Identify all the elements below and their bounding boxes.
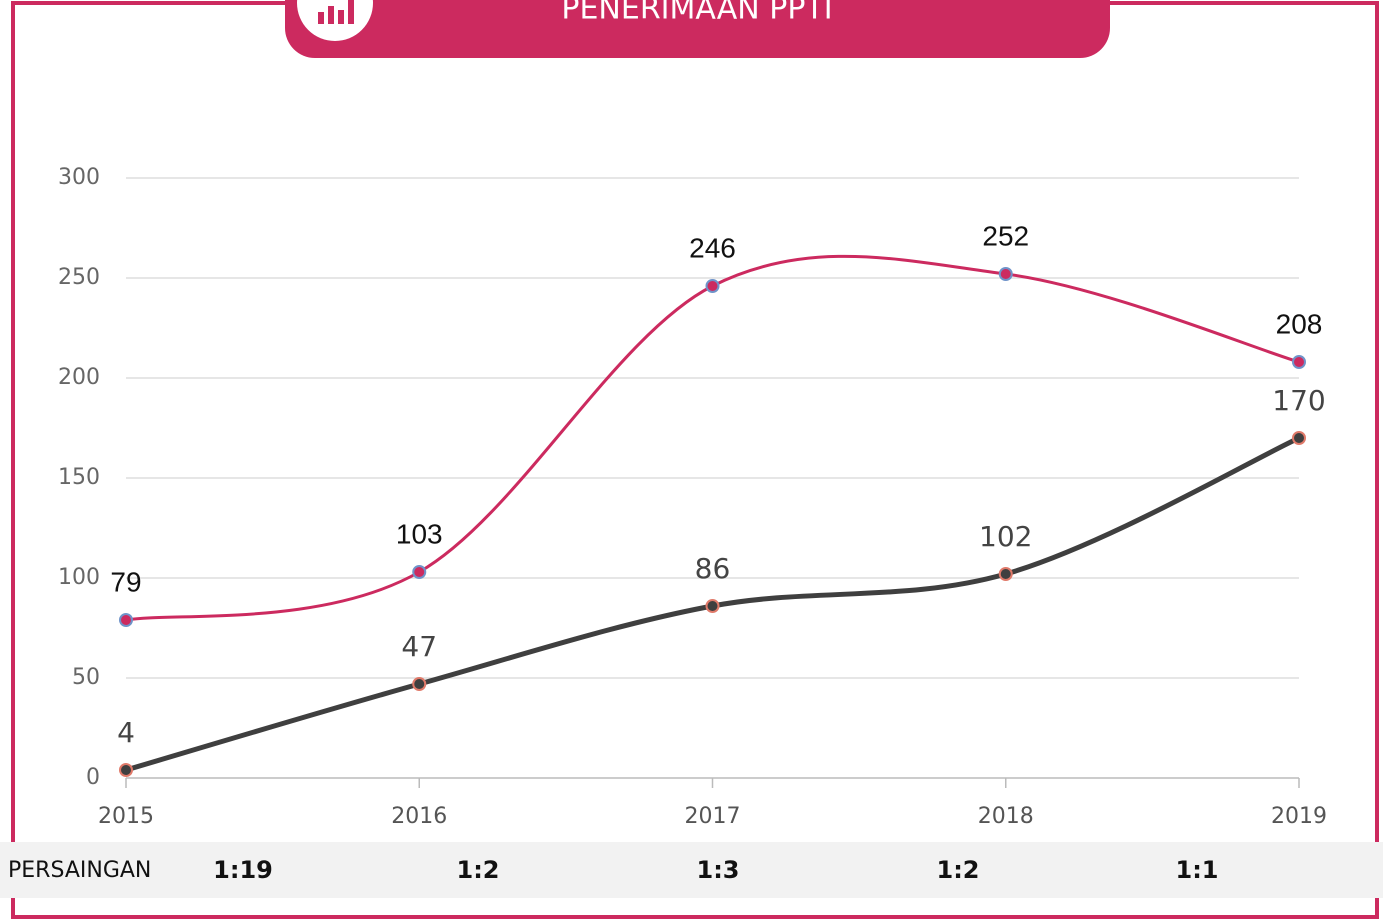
y-tick-label: 0	[86, 765, 100, 790]
y-tick-label: 200	[58, 365, 100, 390]
point	[1292, 355, 1306, 369]
frame	[11, 1, 1379, 919]
x-tick-label: 2015	[98, 804, 154, 829]
y-tick-label: 150	[58, 465, 100, 490]
data-label: 246	[689, 232, 736, 263]
y-tick-label: 300	[58, 165, 100, 190]
point	[705, 279, 720, 293]
y-tick-label: 250	[58, 265, 100, 290]
x-tick-label: 2016	[391, 804, 447, 829]
x-tick-label: 2017	[685, 804, 741, 829]
competition-value: 1:2	[457, 856, 500, 884]
point	[119, 763, 133, 777]
data-label: 47	[401, 630, 437, 663]
point	[1292, 431, 1306, 445]
point	[998, 267, 1013, 281]
point	[412, 565, 427, 579]
x-tick-label: 2018	[978, 804, 1034, 829]
competition-value: 1:2	[937, 856, 980, 884]
competition-value: 1:19	[213, 856, 273, 884]
data-label: 79	[110, 566, 141, 597]
data-label: 208	[1276, 308, 1323, 339]
data-label: 4	[117, 716, 135, 749]
competition-row	[0, 842, 1383, 898]
point	[412, 677, 427, 691]
data-label: 102	[979, 520, 1032, 553]
competition-value: 1:3	[697, 856, 740, 884]
point	[998, 567, 1013, 581]
point	[705, 599, 720, 613]
data-label: 86	[695, 552, 731, 585]
y-tick-label: 50	[72, 665, 100, 690]
data-label: 170	[1272, 384, 1325, 417]
data-label: 252	[982, 220, 1029, 251]
title-banner	[285, 0, 1110, 58]
data-label: 103	[396, 518, 443, 549]
point	[119, 613, 133, 627]
x-tick-label: 2019	[1271, 804, 1327, 829]
competition-value: 1:1	[1176, 856, 1219, 884]
chart-title: PENERIMAAN PPTI	[561, 0, 832, 27]
icon	[318, 0, 354, 24]
y-tick-label: 100	[58, 565, 100, 590]
series-line	[125, 254, 1300, 622]
competition-label: PERSAINGAN	[8, 858, 151, 883]
